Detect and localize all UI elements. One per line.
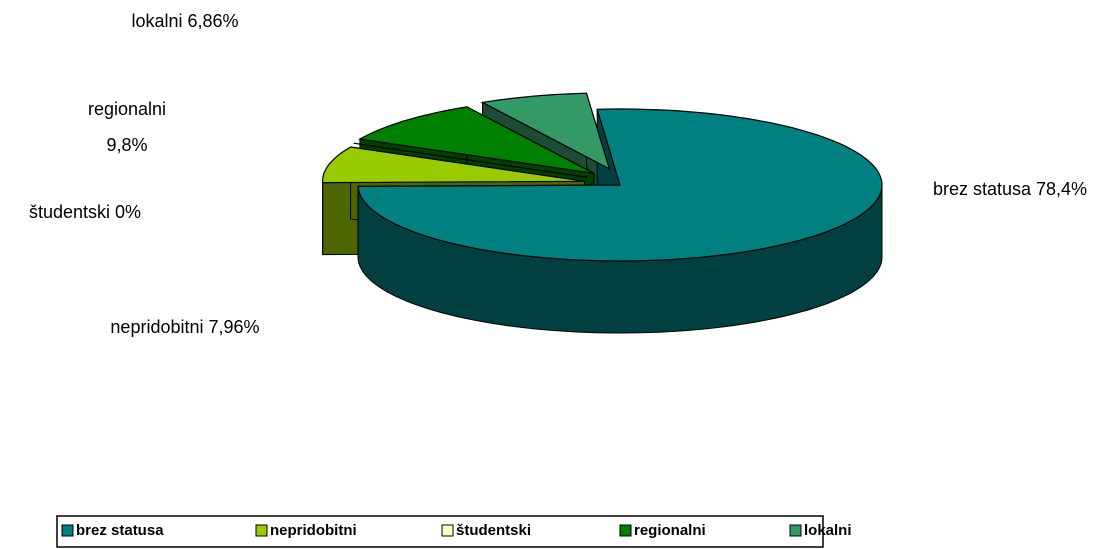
- legend-label: nepridobitni: [270, 522, 357, 539]
- data-label-name: brez statusa: [933, 179, 1032, 199]
- data-label: lokalni 6,86%: [131, 11, 238, 31]
- legend-swatch: [441, 524, 454, 537]
- legend-label: brez statusa: [76, 522, 164, 539]
- data-label: brez statusa 78,4%: [933, 179, 1087, 199]
- legend-swatch: [789, 524, 802, 537]
- legend-swatch: [255, 524, 268, 537]
- slice-top: [353, 142, 588, 178]
- data-label-name: regionalni: [88, 99, 166, 119]
- slice-top: [480, 92, 611, 171]
- slice-top: [322, 146, 585, 184]
- data-label-value: 78,4%: [1036, 179, 1087, 199]
- data-label-value: 0%: [115, 202, 141, 222]
- data-label-value: 9,8%: [106, 135, 147, 155]
- data-label: nepridobitni 7,96%: [110, 317, 259, 337]
- slice-top: [358, 106, 595, 174]
- legend-label: lokalni: [804, 522, 852, 539]
- data-label: študentski 0%: [29, 202, 141, 222]
- data-label-name: nepridobitni: [110, 317, 203, 337]
- legend-swatch: [619, 524, 632, 537]
- data-label-value: 7,96%: [209, 317, 260, 337]
- legend-label: študentski: [456, 522, 531, 539]
- data-label-name: študentski: [29, 202, 110, 222]
- slice-top: [357, 108, 883, 262]
- legend-swatch: [61, 524, 74, 537]
- data-label-name: lokalni: [131, 11, 182, 31]
- legend-box: [56, 515, 824, 548]
- legend-label: regionalni: [634, 522, 706, 539]
- data-label-value: 6,86%: [188, 11, 239, 31]
